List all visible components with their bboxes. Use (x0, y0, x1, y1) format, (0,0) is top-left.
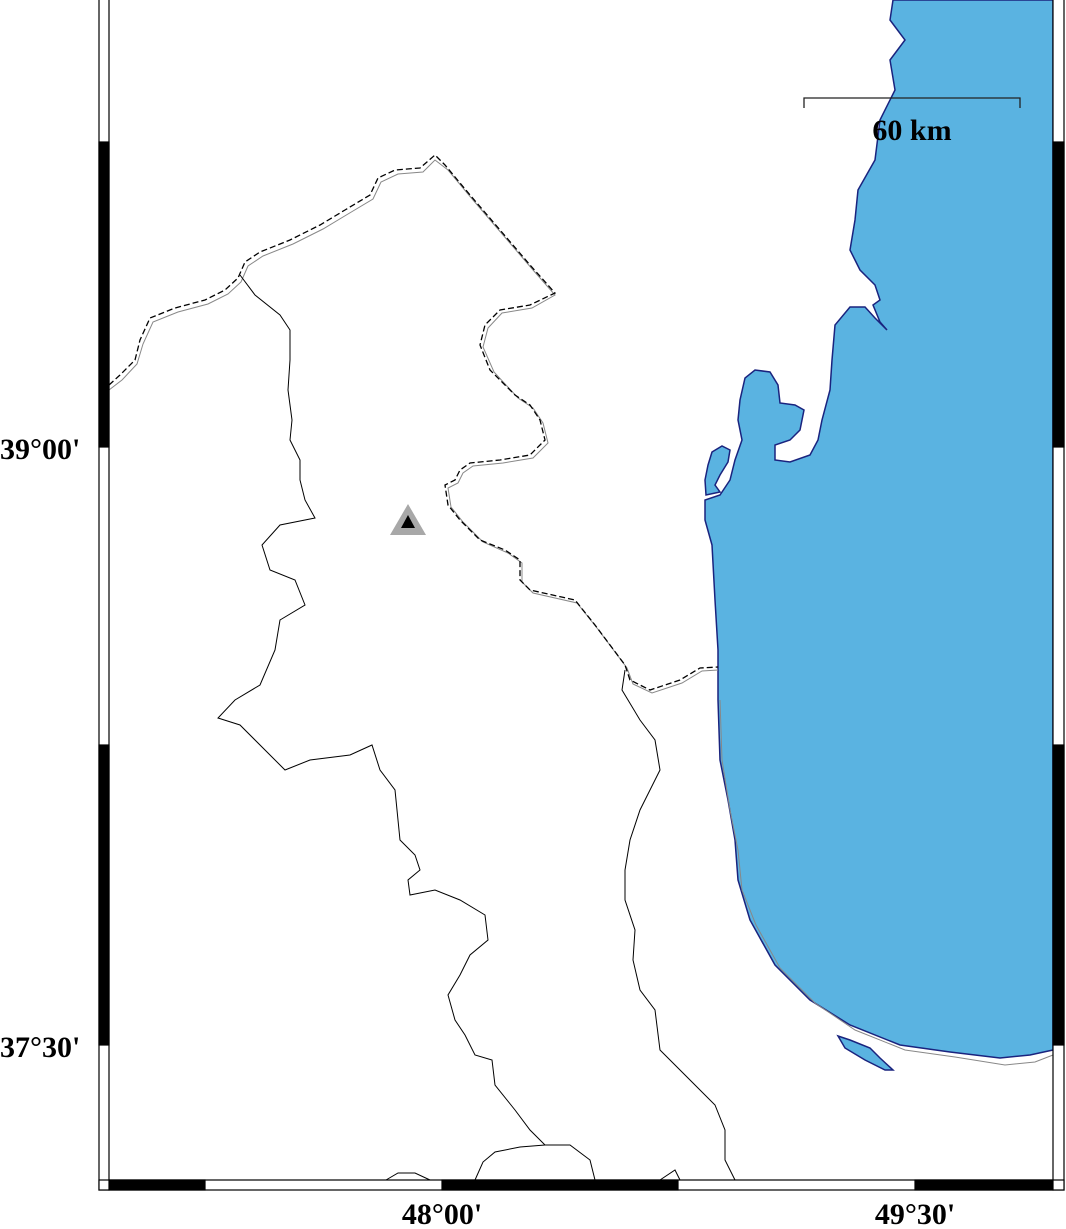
station-triangle-inner-icon (401, 515, 415, 528)
international-border (108, 154, 719, 691)
sea-area (704, 0, 1054, 1059)
provincial-boundary (659, 1169, 681, 1181)
provincial-boundary (621, 669, 736, 1181)
lagoon-island (704, 445, 731, 496)
map-frame (98, 0, 1065, 1191)
lat-label-39-00: 39°00' (0, 433, 80, 466)
coastline-grey (719, 699, 1054, 1066)
provincial-boundary (217, 274, 596, 1181)
provincial-boundary (474, 1144, 546, 1181)
international-border-grey (108, 159, 719, 694)
scale-bar (803, 97, 1021, 108)
lon-label-48-00: 48°00' (402, 1198, 482, 1229)
scale-bar-label: 60 km (872, 114, 951, 147)
lagoon-lake (836, 1034, 895, 1071)
lat-label-37-30: 37°30' (0, 1031, 80, 1064)
provincial-boundary (385, 1172, 431, 1181)
lon-label-49-30: 49°30' (875, 1198, 955, 1229)
